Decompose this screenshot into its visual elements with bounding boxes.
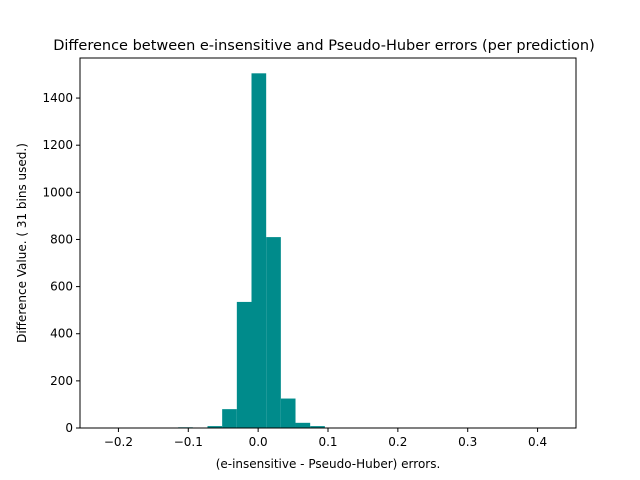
- histogram-bar-2: [207, 426, 223, 428]
- y-tick-label: 0: [65, 421, 73, 435]
- x-tick-label: 0.0: [249, 435, 268, 449]
- y-tick-label: 1400: [42, 91, 73, 105]
- histogram-bar-6: [266, 237, 281, 428]
- y-tick-label: 200: [50, 374, 73, 388]
- histogram-bar-3: [222, 409, 237, 428]
- plot-area-frame: [79, 57, 577, 429]
- x-tick-label: −0.2: [104, 435, 133, 449]
- y-tick-label: 800: [50, 232, 73, 246]
- x-tick-label: 0.4: [528, 435, 547, 449]
- x-tick-label: −0.1: [174, 435, 203, 449]
- histogram-bars: [178, 73, 325, 428]
- x-axis-ticks: −0.2 −0.1 0.0 0.1 0.2 0.3 0.4: [104, 428, 547, 449]
- chart-title: Difference between e-insensitive and Pse…: [53, 38, 595, 54]
- y-tick-label: 600: [50, 280, 73, 294]
- histogram-bar-4: [236, 301, 252, 428]
- x-axis-label: (e-insensitive - Pseudo-Huber) errors.: [216, 457, 441, 471]
- y-axis-label: Difference Value. ( 31 bins used.): [15, 143, 29, 343]
- histogram-bar-5: [251, 73, 267, 428]
- histogram-bar-7: [280, 398, 296, 428]
- y-axis-ticks: 0 200 400 600 800 1000 1200 1400: [42, 91, 80, 435]
- y-tick-label: 400: [50, 327, 73, 341]
- y-tick-label: 1000: [42, 185, 73, 199]
- y-tick-label: 1200: [42, 138, 73, 152]
- histogram-bar-9: [310, 426, 325, 428]
- histogram-bar-8: [295, 422, 311, 428]
- x-tick-label: 0.1: [318, 435, 337, 449]
- x-tick-label: 0.3: [458, 435, 477, 449]
- x-tick-label: 0.2: [388, 435, 407, 449]
